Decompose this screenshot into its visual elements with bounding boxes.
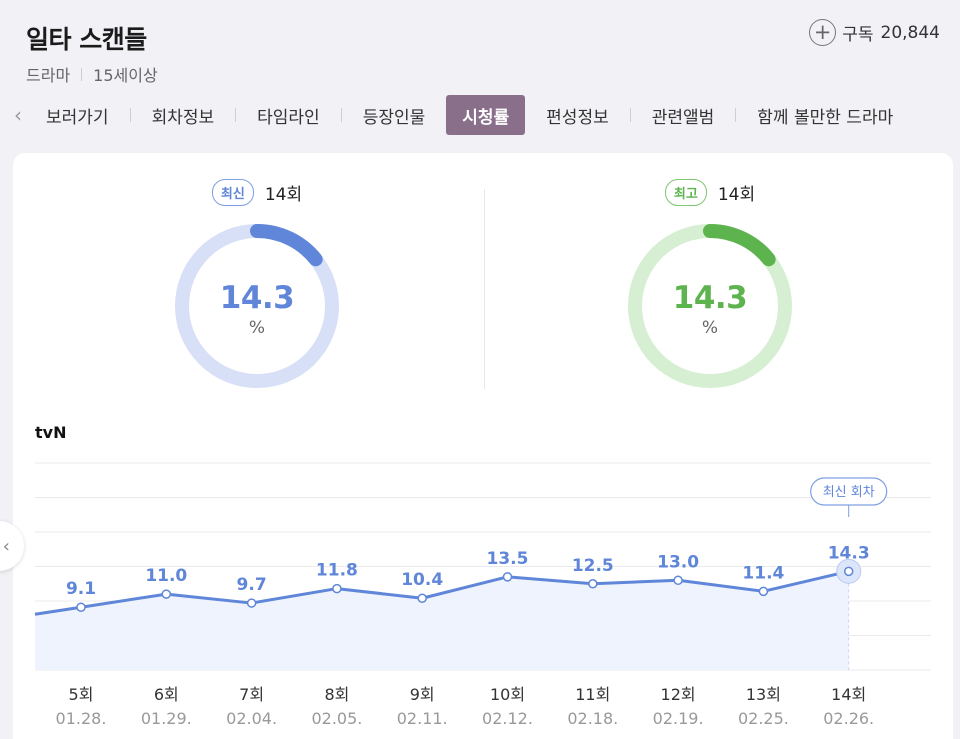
- x-tick-date: 02.18.: [567, 709, 618, 728]
- best-rating-donut: [628, 224, 792, 388]
- drama-header: 일타 스캔들 드라마 15세이상 + 구독 20,844: [0, 0, 960, 96]
- subscribe-label: 구독: [842, 25, 874, 45]
- x-tick-episode: 10회: [490, 685, 525, 704]
- tab-albums[interactable]: 관련앨범: [651, 107, 715, 128]
- data-point: [758, 586, 769, 597]
- best-badge: 최고: [664, 179, 707, 206]
- best-rating-value: 14.3: [672, 280, 748, 316]
- data-label: 11.0: [145, 566, 187, 586]
- data-point: [843, 566, 854, 577]
- data-point: [246, 598, 257, 608]
- tab-episodes[interactable]: 회차정보: [151, 107, 215, 128]
- data-point: [673, 575, 683, 586]
- age-rating-label: 15세이상: [93, 66, 158, 85]
- x-tick-date: 02.04.: [226, 709, 277, 728]
- meta-divider: [81, 67, 83, 81]
- genre-label: 드라마: [26, 66, 71, 85]
- data-label: 9.1: [66, 579, 96, 599]
- x-tick-date: 02.11.: [397, 709, 448, 728]
- plus-icon: +: [809, 19, 837, 46]
- data-label: 14.3: [828, 543, 870, 563]
- x-tick-date: 02.19.: [653, 709, 704, 728]
- tab-schedule[interactable]: 편성정보: [546, 107, 609, 128]
- x-tick-date: 02.05.: [311, 709, 362, 728]
- ratings-card: 최신 14회 14.3 % 최고 14회 14.3 % tvN 9.1 5회 01.…: [13, 153, 953, 739]
- x-tick-episode: 7회: [239, 685, 264, 704]
- latest-rating-header: 최신 14회: [157, 179, 357, 206]
- tab-divider: [629, 108, 631, 122]
- tab-ratings[interactable]: 시청률: [446, 95, 526, 135]
- best-rating-unit: %: [701, 318, 719, 338]
- x-tick-date: 01.28.: [56, 709, 107, 728]
- data-label: 9.7: [237, 575, 267, 595]
- latest-rating-value: 14.3: [219, 280, 295, 316]
- latest-tag-label: 최신 회차: [823, 485, 875, 500]
- data-label: 11.8: [316, 561, 358, 581]
- best-rating-header: 최고 14회: [610, 179, 810, 206]
- data-label: 13.0: [657, 552, 699, 572]
- best-rating-center: 14.3 %: [610, 280, 810, 338]
- subscribe-count: 20,844: [880, 22, 940, 43]
- tab-recommended[interactable]: 함께 볼만한 드라마: [757, 107, 894, 128]
- latest-episode: 14회: [264, 185, 303, 205]
- area-fill: [35, 571, 849, 670]
- data-point: [417, 593, 427, 603]
- latest-rating-unit: %: [248, 318, 266, 338]
- tab-timeline[interactable]: 타임라인: [257, 107, 320, 128]
- drama-meta: 드라마 15세이상: [26, 62, 158, 86]
- tab-watch[interactable]: 보러가기: [46, 107, 109, 128]
- network-label: tvN: [35, 423, 67, 442]
- data-label: 10.4: [401, 570, 443, 590]
- latest-badge: 최신: [211, 179, 254, 206]
- data-point: [502, 572, 513, 582]
- x-tick-episode: 11회: [575, 685, 610, 704]
- data-label: 12.5: [572, 556, 614, 576]
- tab-divider: [340, 108, 342, 122]
- x-tick-episode: 13회: [746, 685, 781, 704]
- data-point: [161, 589, 172, 599]
- data-point: [76, 602, 86, 612]
- data-label: 13.5: [487, 549, 529, 569]
- x-tick-episode: 5회: [69, 685, 94, 704]
- data-point: [588, 579, 598, 589]
- latest-rating-block: 최신 14회 14.3 %: [157, 175, 357, 395]
- x-tick-episode: 14회: [831, 685, 866, 704]
- latest-rating-donut: [175, 224, 339, 388]
- page-title: 일타 스캔들: [26, 25, 147, 54]
- subscribe-button[interactable]: + 구독 20,844: [809, 19, 940, 46]
- data-point: [332, 583, 342, 594]
- x-tick-date: 02.12.: [482, 709, 533, 728]
- x-tick-date: 01.29.: [141, 709, 192, 728]
- x-tick-episode: 9회: [410, 685, 435, 704]
- tab-divider: [735, 108, 737, 122]
- data-label: 11.4: [742, 563, 784, 583]
- summary-divider: [484, 189, 485, 389]
- tab-divider: [129, 108, 131, 122]
- x-tick-date: 02.26.: [823, 709, 874, 728]
- best-rating-block: 최고 14회 14.3 %: [610, 175, 810, 395]
- ratings-line-chart: 9.1 5회 01.28. 11.0 6회 01.29. 9.7 7회 02.04. 11.8 8회…: [34, 462, 931, 728]
- tab-characters[interactable]: 등장인물: [362, 107, 426, 128]
- x-tick-episode: 8회: [324, 685, 349, 704]
- best-episode: 14회: [717, 185, 756, 205]
- tab-bar: ‹ 보러가기 회차정보 타임라인 등장인물 시청률 편성정보 관련앨범 함께 볼…: [0, 94, 960, 136]
- chevron-left-icon[interactable]: ‹: [14, 103, 22, 127]
- tab-divider: [235, 108, 237, 122]
- x-tick-episode: 6회: [154, 685, 179, 704]
- x-tick-date: 02.25.: [738, 709, 789, 728]
- latest-rating-center: 14.3 %: [157, 280, 357, 338]
- x-tick-episode: 12회: [661, 685, 696, 704]
